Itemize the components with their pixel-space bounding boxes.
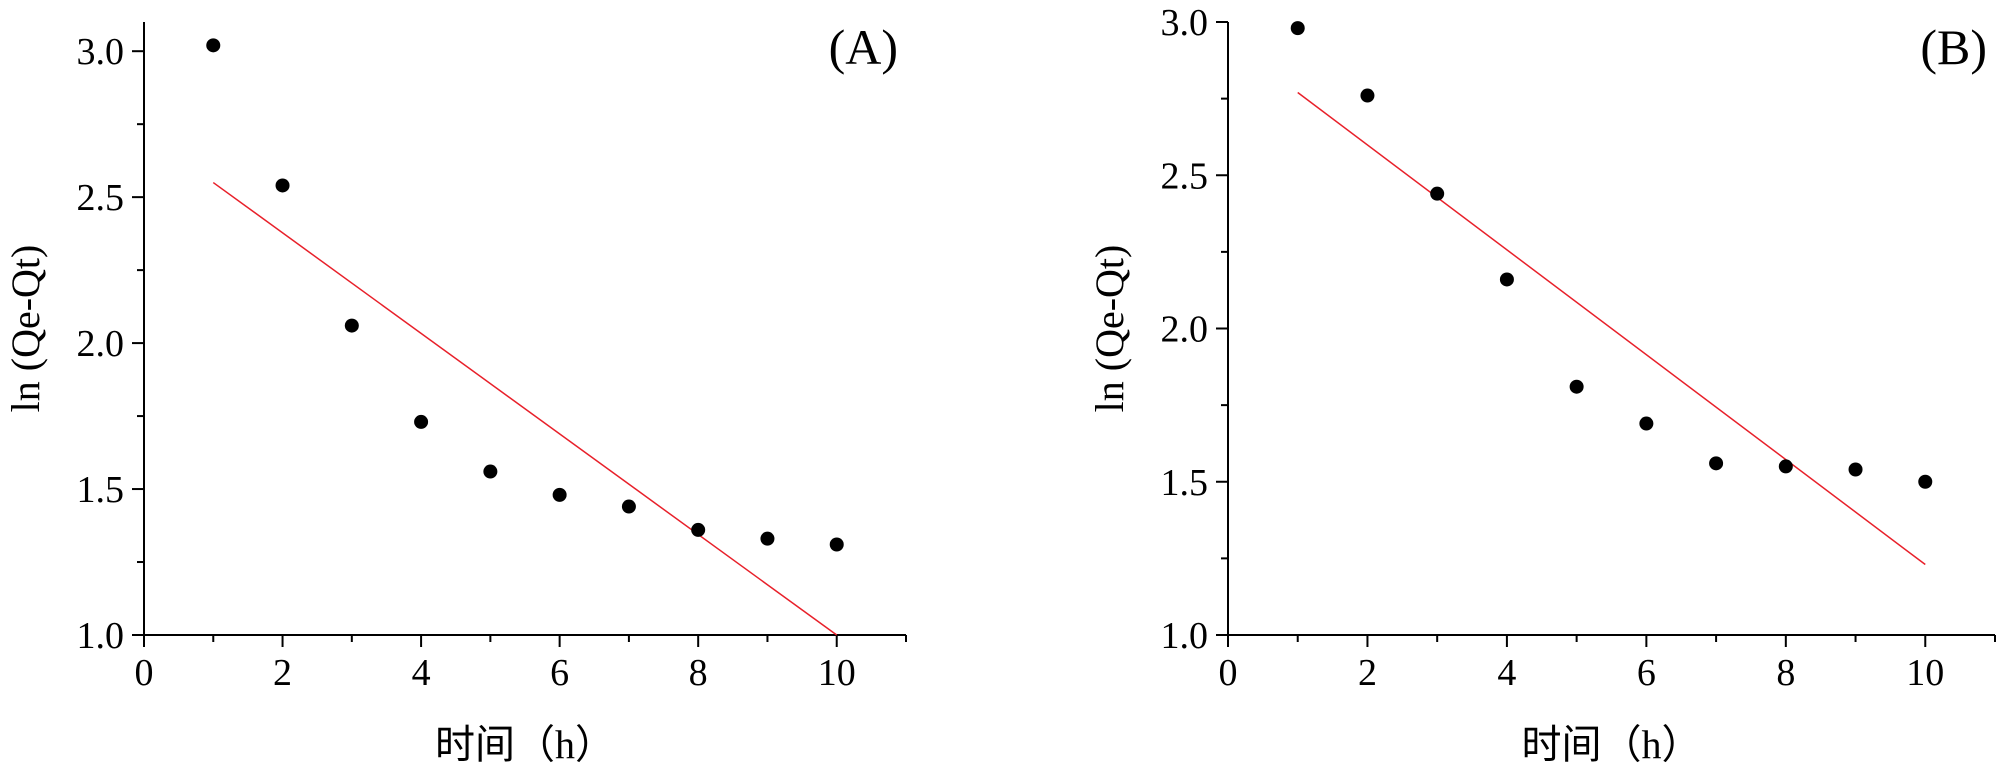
- panel-b-x-tick-label: 10: [1906, 652, 1944, 694]
- panel-b-data-point: [1290, 21, 1305, 36]
- panel-a-fit-line: [212, 181, 838, 636]
- panel-a-data-point: [206, 38, 221, 53]
- panel-a-y-axis-title: ln (Qe-Qt): [3, 245, 48, 413]
- panel-b: 0 2 4 6 8 10 1.0 1.5 2.0 2.5 3.0 (B) 时间（h） ln (Qe-Qt): [1087, 2, 1996, 767]
- panel-b-data-point: [1639, 416, 1654, 431]
- panel-a-y-tick-label: 1.0: [77, 615, 125, 657]
- panel-a-x-axis-title: 时间（h）: [435, 722, 615, 767]
- panel-a-data-point: [552, 487, 567, 502]
- panel-b-x-axis-title: 时间（h）: [1522, 722, 1702, 767]
- panel-a-x-tick-label: 2: [273, 652, 292, 694]
- panel-b-y-tick-label: 1.5: [1161, 462, 1209, 504]
- panel-b-y-tick-label: 2.0: [1161, 309, 1209, 351]
- panel-a-x-tick-label: 8: [689, 652, 708, 694]
- panel-a-data-point: [829, 537, 844, 552]
- panel-b-y-axis-title: ln (Qe-Qt): [1087, 245, 1132, 413]
- panel-a-y-tick-label: 2.5: [77, 177, 125, 219]
- panel-b-x-tick-label: 0: [1219, 652, 1238, 694]
- panel-a-x-tick-label: 10: [818, 652, 856, 694]
- panel-b-x-tick-label: 2: [1358, 652, 1377, 694]
- panel-b-data-point: [1569, 379, 1584, 394]
- panel-a-y-tick-label: 3.0: [77, 31, 125, 73]
- panel-b-data-point: [1430, 186, 1445, 201]
- panel-a-label: (A): [829, 19, 898, 75]
- panel-b-data-point: [1709, 456, 1724, 471]
- panel-a-x-tick-label: 0: [135, 652, 154, 694]
- panel-b-data-point: [1360, 88, 1375, 103]
- panel-b-label: (B): [1920, 19, 1987, 75]
- panel-b-x-tick-label: 4: [1497, 652, 1516, 694]
- panel-a-x-tick-label: 4: [412, 652, 431, 694]
- panel-b-data-point: [1778, 459, 1793, 474]
- panel-a: 0 2 4 6 8 10 1.0 1.5 2.0 2.5 3.0 (A) 时间（h） ln (Qe-Qt): [3, 19, 907, 767]
- panel-a-data-point: [483, 464, 498, 479]
- panel-a-data-point: [344, 318, 359, 333]
- panel-a-data-point: [691, 522, 706, 537]
- panel-a-y-tick-label: 1.5: [77, 469, 125, 511]
- panel-a-y-tick-label: 2.0: [77, 323, 125, 365]
- panel-b-data-point: [1848, 462, 1863, 477]
- panel-b-x-tick-label: 6: [1637, 652, 1656, 694]
- panel-b-fit-line: [1297, 91, 1926, 566]
- panel-b-y-tick-label: 3.0: [1161, 2, 1209, 44]
- panel-b-data-point: [1918, 474, 1933, 489]
- panel-a-x-tick-label: 6: [550, 652, 569, 694]
- panel-b-y-tick-label: 1.0: [1161, 615, 1209, 657]
- panel-a-data-point: [275, 178, 290, 193]
- panel-a-data-point: [414, 414, 429, 429]
- panel-b-data-point: [1499, 272, 1514, 287]
- panel-a-data-point: [621, 499, 636, 514]
- panel-b-x-tick-label: 8: [1776, 652, 1795, 694]
- panel-a-data-point: [760, 531, 775, 546]
- panel-b-y-tick-label: 2.5: [1161, 155, 1209, 197]
